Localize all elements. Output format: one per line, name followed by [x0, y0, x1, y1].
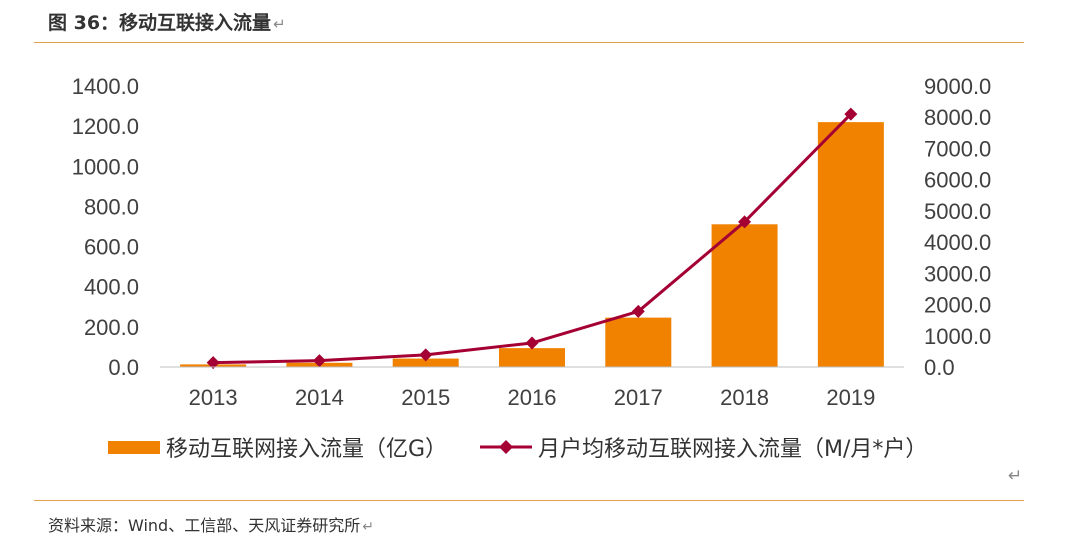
right-tick-label: 2000.0: [924, 293, 991, 318]
right-tick-label: 8000.0: [924, 105, 991, 130]
figure-title-text: 图 36：移动互联接入流量: [48, 12, 272, 34]
line-series: [206, 107, 858, 370]
figure-title: 图 36：移动互联接入流量 ↵: [48, 8, 286, 35]
legend-bar-swatch: [108, 441, 160, 454]
bottom-divider: [34, 500, 1024, 501]
left-tick-label: 1400.0: [72, 74, 139, 99]
source-note: 资料来源：Wind、工信部、天风证券研究所 ↵: [48, 512, 374, 536]
left-tick-label: 1200.0: [72, 114, 139, 139]
paragraph-mark-icon: ↵: [1008, 466, 1023, 486]
left-tick-label: 600.0: [84, 235, 139, 260]
chart: 0.0 200.0 400.0 600.0 800.0 1000.0 1200.0 1400.…: [72, 74, 992, 462]
left-axis-ticks: 0.0 200.0 400.0 600.0 800.0 1000.0 1200.0 1400.…: [72, 74, 139, 380]
legend: 移动互联网接入流量（亿G） 月户均移动互联网接入流量（M/月*户）: [108, 437, 927, 462]
right-tick-label: 1000.0: [924, 324, 991, 349]
line-point-2017: [631, 304, 645, 318]
x-tick-label: 2017: [614, 385, 663, 410]
return-mark-icon: ↵: [273, 15, 286, 33]
x-tick-label: 2015: [401, 385, 450, 410]
line-point-2013: [206, 356, 220, 370]
source-text: 资料来源：Wind、工信部、天风证券研究所: [48, 516, 361, 535]
left-tick-label: 400.0: [84, 275, 139, 300]
bar-2018: [711, 224, 778, 367]
line-point-2016: [525, 336, 539, 350]
x-tick-label: 2016: [508, 385, 557, 410]
right-tick-label: 4000.0: [924, 230, 991, 255]
x-tick-label: 2018: [720, 385, 769, 410]
bar-2019: [817, 122, 884, 367]
left-tick-label: 0.0: [108, 355, 139, 380]
line-point-2018: [738, 215, 752, 229]
legend-bar-label: 移动互联网接入流量（亿G）: [166, 437, 447, 462]
left-tick-label: 800.0: [84, 194, 139, 219]
right-tick-label: 0.0: [924, 355, 955, 380]
bar-2017: [605, 317, 672, 367]
right-tick-label: 9000.0: [924, 74, 991, 99]
x-tick-label: 2014: [295, 385, 344, 410]
top-divider: [34, 42, 1024, 43]
left-tick-label: 200.0: [84, 315, 139, 340]
right-tick-label: 3000.0: [924, 261, 991, 286]
legend-line-label: 月户均移动互联网接入流量（M/月*户）: [538, 437, 927, 462]
right-tick-label: 5000.0: [924, 199, 991, 224]
left-tick-label: 1000.0: [72, 154, 139, 179]
x-tick-label: 2013: [189, 385, 238, 410]
legend-line-marker: [499, 440, 513, 454]
bar-series: [180, 122, 884, 367]
bar-2016: [499, 348, 565, 367]
line-point-2019: [844, 107, 858, 121]
line-point-2014: [312, 354, 326, 368]
bar-2015: [392, 358, 459, 367]
x-tick-label: 2019: [826, 385, 875, 410]
return-mark-icon: ↵: [362, 519, 374, 535]
line-point-2015: [419, 348, 433, 362]
right-tick-label: 6000.0: [924, 168, 991, 193]
right-tick-label: 7000.0: [924, 136, 991, 161]
right-axis-ticks: 0.0 1000.0 2000.0 3000.0 4000.0 5000.0 6000.0 7…: [924, 74, 991, 380]
x-axis-ticks: 2013 2014 2015 2016 2017 2018 2019: [189, 385, 876, 410]
